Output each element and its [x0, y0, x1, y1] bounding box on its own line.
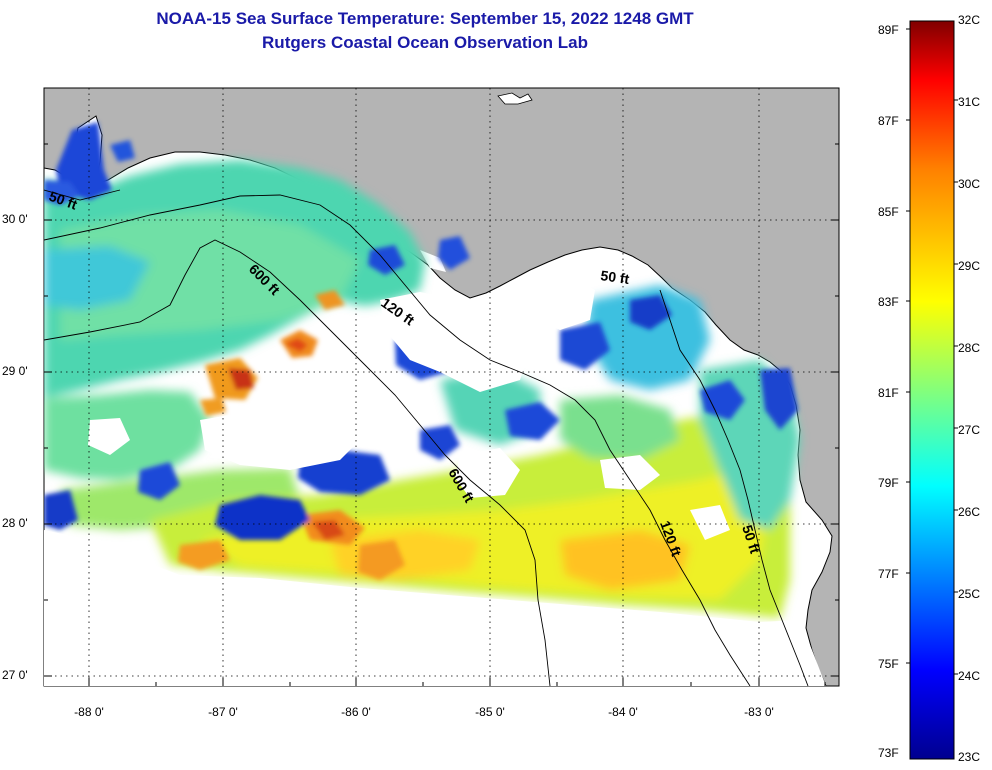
lat-label: 27 0' [2, 668, 28, 682]
colorbar-f-label: 85F [878, 205, 899, 219]
colorbar-c-label: 26C [958, 505, 981, 519]
colorbar-f-label: 73F [878, 746, 899, 760]
colorbar-f-label: 81F [878, 386, 899, 400]
colorbar-c-label: 29C [958, 259, 981, 273]
sst-field [44, 122, 826, 686]
graticule [44, 88, 839, 686]
colorbar-f-label: 77F [878, 567, 899, 581]
lon-label: -87 0' [208, 705, 238, 719]
colorbar-c-label: 25C [958, 587, 981, 601]
colorbar-c-label: 28C [958, 341, 981, 355]
lon-label: -86 0' [341, 705, 371, 719]
lat-label: 29 0' [2, 364, 28, 378]
colorbar-f-label: 87F [878, 114, 899, 128]
contour-label: 50 ft [600, 267, 631, 287]
map-subtitle: Rutgers Coastal Ocean Observation Lab [262, 33, 588, 52]
lon-label: -85 0' [475, 705, 505, 719]
colorbar [909, 20, 955, 760]
map-title: NOAA-15 Sea Surface Temperature: Septemb… [156, 9, 694, 28]
coastal-bay [420, 250, 446, 272]
lon-label: -83 0' [744, 705, 774, 719]
colorbar-c-label: 27C [958, 423, 981, 437]
colorbar-ticks [906, 28, 958, 675]
contour-50ft [44, 189, 809, 686]
colorbar-f-label: 83F [878, 295, 899, 309]
lon-label: -84 0' [608, 705, 638, 719]
lon-label: -88 0' [74, 705, 104, 719]
contour-600ft [44, 239, 551, 686]
colorbar-c-label: 24C [958, 669, 981, 683]
colorbar-c-label: 31C [958, 95, 981, 109]
colorbar-f-label: 79F [878, 476, 899, 490]
land-mass [44, 88, 839, 686]
colorbar-c-label: 30C [958, 177, 981, 191]
axis-ticks [44, 143, 839, 686]
colorbar-c-label: 23C [958, 750, 981, 764]
lat-label: 28 0' [2, 516, 28, 530]
colorbar-c-label: 32C [958, 13, 981, 27]
bathymetry-contours [44, 189, 809, 686]
lake [497, 92, 533, 105]
colorbar-f-label: 75F [878, 657, 899, 671]
contour-120ft [44, 194, 751, 686]
colorbar-f-label: 89F [878, 23, 899, 37]
lat-label: 30 0' [2, 212, 28, 226]
